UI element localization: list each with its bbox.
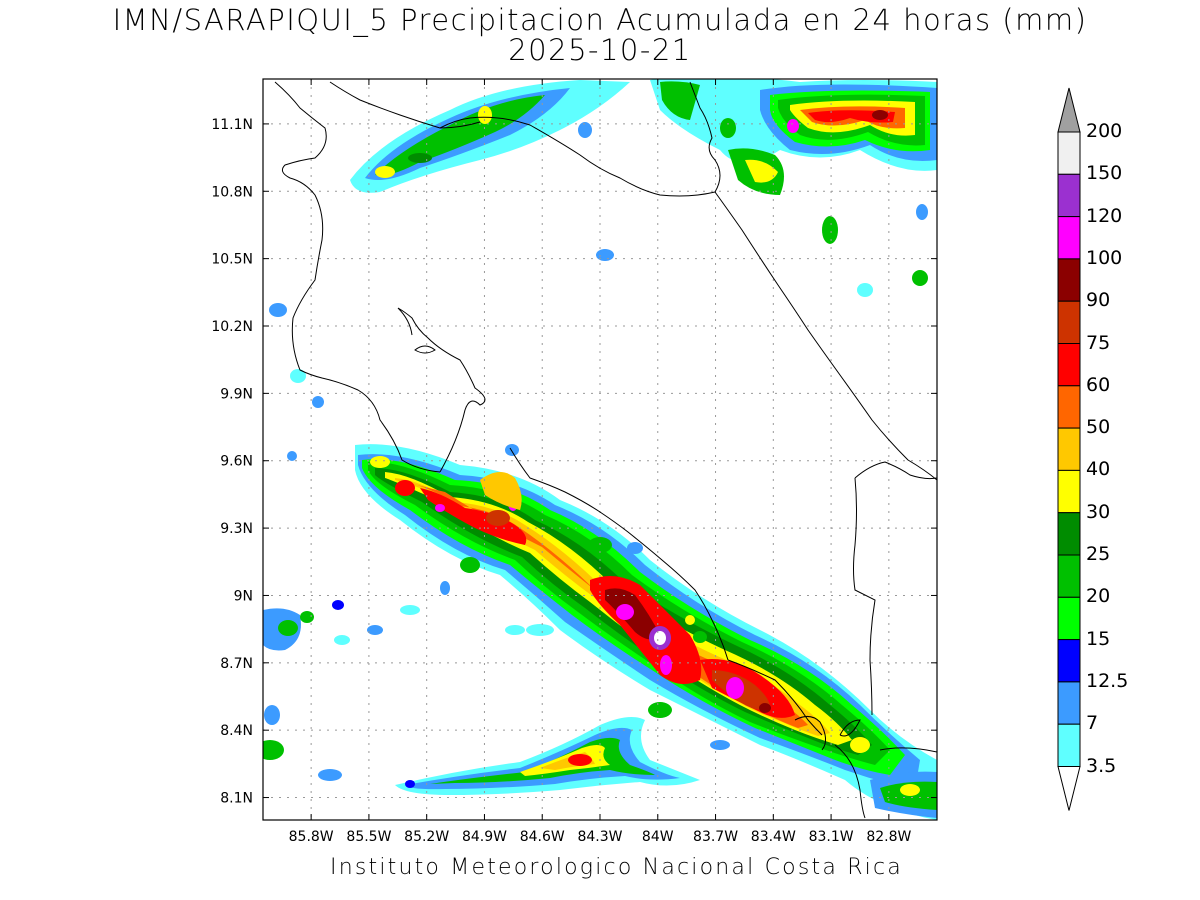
lat-tick-label: 8.1N — [220, 791, 253, 807]
colorbar-swatch — [1057, 512, 1081, 556]
colorbar-label: 150 — [1086, 162, 1123, 185]
colorbar-label: 12.5 — [1086, 669, 1129, 692]
colorbar-swatch — [1057, 216, 1081, 260]
colorbar-label: 7 — [1086, 712, 1099, 735]
coastlines — [274, 81, 937, 819]
lat-tick-label: 9.6N — [220, 454, 253, 470]
lon-tick-label: 84.3W — [577, 829, 622, 845]
colorbar-label: 60 — [1086, 373, 1111, 396]
lat-tick-label: 8.7N — [220, 656, 253, 672]
lon-tick-label: 83.7W — [693, 829, 738, 845]
map-title: IMN/SARAPIQUI_5 Precipitacion Acumulada … — [112, 3, 1088, 37]
colorbar-swatch — [1057, 596, 1081, 641]
colorbar-top-arrow — [1057, 87, 1081, 133]
lat-tick-label: 11.1N — [211, 117, 253, 133]
footer-credit: Instituto Meteorologico Nacional Costa R… — [330, 855, 903, 880]
lon-tick-label: 83.4W — [751, 829, 796, 845]
gridlines — [263, 79, 937, 820]
colorbar-swatch — [1057, 427, 1081, 471]
lon-tick-label: 83.1W — [809, 829, 854, 845]
colorbar-label: 200 — [1086, 120, 1123, 142]
colorbar-swatch — [1057, 300, 1081, 345]
lon-tick-label: 85.5W — [346, 829, 391, 845]
lat-tick-label: 10.2N — [211, 319, 253, 335]
colorbar-label: 40 — [1086, 458, 1111, 481]
colorbar-swatch — [1057, 258, 1081, 302]
colorbar-label: 30 — [1086, 500, 1111, 523]
colorbar-label: 3.5 — [1086, 754, 1117, 777]
colorbar-swatch — [1057, 173, 1081, 218]
map-date: 2025-10-21 — [508, 33, 692, 67]
colorbar-label: 20 — [1086, 585, 1111, 608]
colorbar-swatch — [1057, 343, 1081, 387]
colorbar-label: 120 — [1086, 204, 1123, 227]
colorbar-swatch — [1057, 385, 1081, 429]
colorbar-swatch — [1057, 131, 1081, 175]
lat-tick-label: 9N — [234, 588, 253, 604]
colorbar-label: 75 — [1086, 331, 1111, 354]
precip-field — [263, 79, 937, 820]
colorbar-label: 50 — [1086, 416, 1111, 439]
lon-tick-label: 85.2W — [404, 829, 449, 845]
colorbar-swatch — [1057, 681, 1081, 725]
colorbar-swatch — [1057, 723, 1081, 768]
colorbar-label: 90 — [1086, 289, 1111, 312]
rain-band-north-caribbean — [650, 79, 937, 297]
lat-tick-label: 10.5N — [211, 252, 253, 268]
lon-tick-label: 84W — [642, 829, 674, 845]
rain-cells-west — [263, 369, 554, 725]
lat-tick-label: 9.9N — [220, 386, 253, 402]
colorbar — [1057, 87, 1081, 811]
lat-tick-label: 9.3N — [220, 521, 253, 537]
colorbar-swatch — [1057, 554, 1081, 598]
rain-band-central — [355, 444, 937, 820]
lon-tick-label: 85.8W — [289, 829, 334, 845]
colorbar-label: 100 — [1086, 246, 1123, 269]
rain-band-northwest — [269, 80, 630, 317]
colorbar-label: 25 — [1086, 543, 1111, 565]
lat-tick-label: 10.8N — [211, 184, 253, 200]
colorbar-label: 15 — [1086, 627, 1111, 650]
lon-tick-label: 82.8W — [866, 829, 911, 845]
colorbar-swatch — [1057, 469, 1081, 514]
lat-tick-label: 8.4N — [220, 723, 253, 739]
colorbar-swatch — [1057, 639, 1081, 683]
lon-tick-label: 84.9W — [462, 829, 507, 845]
lon-axis: 85.8W 85.5W 85.2W 84.9W 84.6W 84.3W 84W 83.7W 83… — [289, 79, 912, 845]
lat-axis: 11.1N 10.8N 10.5N 10.2N 9.9N 9.6N 9.3N 9N 8.7N 8.… — [211, 117, 937, 807]
lon-tick-label: 84.6W — [520, 829, 565, 845]
colorbar-bottom-arrow — [1057, 766, 1081, 811]
rain-band-south-pacific — [263, 716, 700, 795]
